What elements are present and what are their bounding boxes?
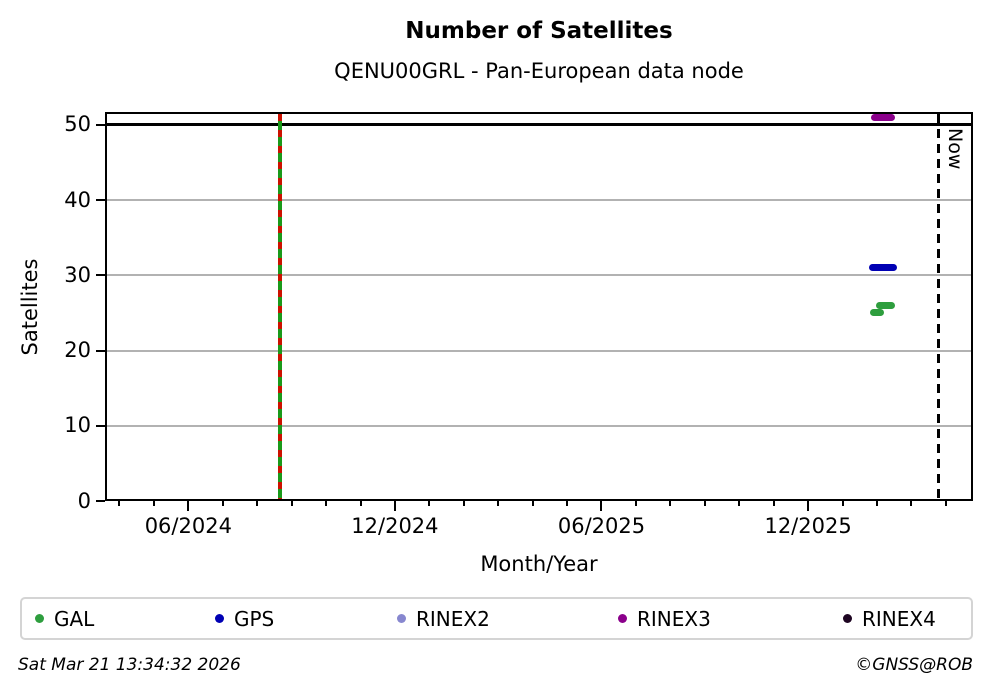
- gridline-y-30: [107, 274, 971, 277]
- x-minor-tick: [634, 501, 637, 506]
- y-tick-label-50: 50: [64, 112, 91, 137]
- x-minor-tick: [497, 501, 500, 506]
- rinex4-marker-icon: [843, 614, 852, 623]
- x-minor-tick: [290, 501, 293, 506]
- gridline-y-20: [107, 349, 971, 352]
- legend-label-rinex3: RINEX3: [637, 606, 711, 631]
- x-tick-12-2025: [807, 501, 810, 511]
- legend-label-gps: GPS: [234, 606, 275, 631]
- x-minor-tick: [772, 501, 775, 506]
- plot-area: [105, 112, 973, 501]
- legend-label-rinex4: RINEX4: [862, 606, 936, 631]
- x-minor-tick: [152, 501, 155, 506]
- x-minor-tick: [118, 501, 121, 506]
- legend-label-gal: GAL: [54, 606, 95, 631]
- x-tick-label-12-2025: 12/2025: [764, 514, 852, 538]
- x-tick-12-2024: [393, 501, 396, 511]
- gridline-y-40: [107, 199, 971, 202]
- y-tick-label-0: 0: [77, 488, 91, 513]
- x-minor-tick: [256, 501, 259, 506]
- event-marker-line: [277, 114, 282, 499]
- x-axis-label: Month/Year: [480, 552, 598, 576]
- series-gal-segment: [869, 309, 884, 317]
- x-minor-tick: [531, 501, 534, 506]
- legend-box: GAL GPS RINEX2 RINEX3 RINEX4: [20, 597, 973, 640]
- gridline-y-10: [107, 424, 971, 427]
- chart-subtitle: QENU00GRL - Pan-European data node: [334, 59, 744, 83]
- chart-title: Number of Satellites: [405, 18, 673, 44]
- x-minor-tick: [221, 501, 224, 506]
- x-tick-label-12-2024: 12/2024: [351, 514, 439, 538]
- gps-marker-icon: [215, 614, 224, 623]
- y-tick-20: [96, 349, 105, 352]
- copyright-credit: ©GNSS@ROB: [855, 655, 973, 675]
- render-timestamp: Sat Mar 21 13:34:32 2026: [18, 655, 241, 675]
- x-minor-tick: [325, 501, 328, 506]
- x-tick-06-2025: [600, 501, 603, 511]
- x-minor-tick: [428, 501, 431, 506]
- legend-label-rinex2: RINEX2: [416, 606, 490, 631]
- y-tick-0: [96, 500, 105, 502]
- x-minor-tick: [703, 501, 706, 506]
- x-tick-label-06-2025: 06/2025: [557, 514, 646, 538]
- x-tick-label-06-2024: 06/2024: [144, 514, 232, 538]
- x-minor-tick: [462, 501, 465, 506]
- x-minor-tick: [841, 501, 844, 506]
- x-minor-tick: [738, 501, 741, 506]
- y-tick-10: [96, 424, 105, 427]
- gal-marker-icon: [35, 614, 44, 623]
- y-tick-40: [96, 199, 105, 202]
- legend-item-rinex2: RINEX2: [397, 599, 490, 638]
- x-minor-tick: [910, 501, 913, 506]
- x-minor-tick: [359, 501, 362, 506]
- y-tick-30: [96, 274, 105, 277]
- now-line: [936, 114, 940, 499]
- now-label: Now: [944, 128, 967, 170]
- rinex3-marker-icon: [618, 614, 627, 623]
- x-minor-tick: [944, 501, 947, 506]
- series-rinex3-segment: [871, 113, 895, 121]
- y-tick-label-20: 20: [64, 338, 91, 363]
- y-tick-50: [96, 123, 105, 126]
- legend-item-gps: GPS: [215, 599, 274, 638]
- rinex2-marker-icon: [397, 614, 406, 623]
- legend-item-gal: GAL: [35, 599, 94, 638]
- y-tick-label-30: 30: [64, 262, 91, 287]
- x-minor-tick: [875, 501, 878, 506]
- series-gps-segment: [869, 264, 897, 272]
- y-tick-label-10: 10: [64, 413, 91, 438]
- series-gal-segment: [876, 301, 895, 309]
- y-tick-label-40: 40: [64, 187, 91, 212]
- legend-item-rinex3: RINEX3: [618, 599, 711, 638]
- legend-item-rinex4: RINEX4: [843, 599, 936, 638]
- x-minor-tick: [566, 501, 569, 506]
- max-satellites-line: [105, 123, 973, 127]
- x-tick-06-2024: [187, 501, 190, 511]
- x-minor-tick: [669, 501, 672, 506]
